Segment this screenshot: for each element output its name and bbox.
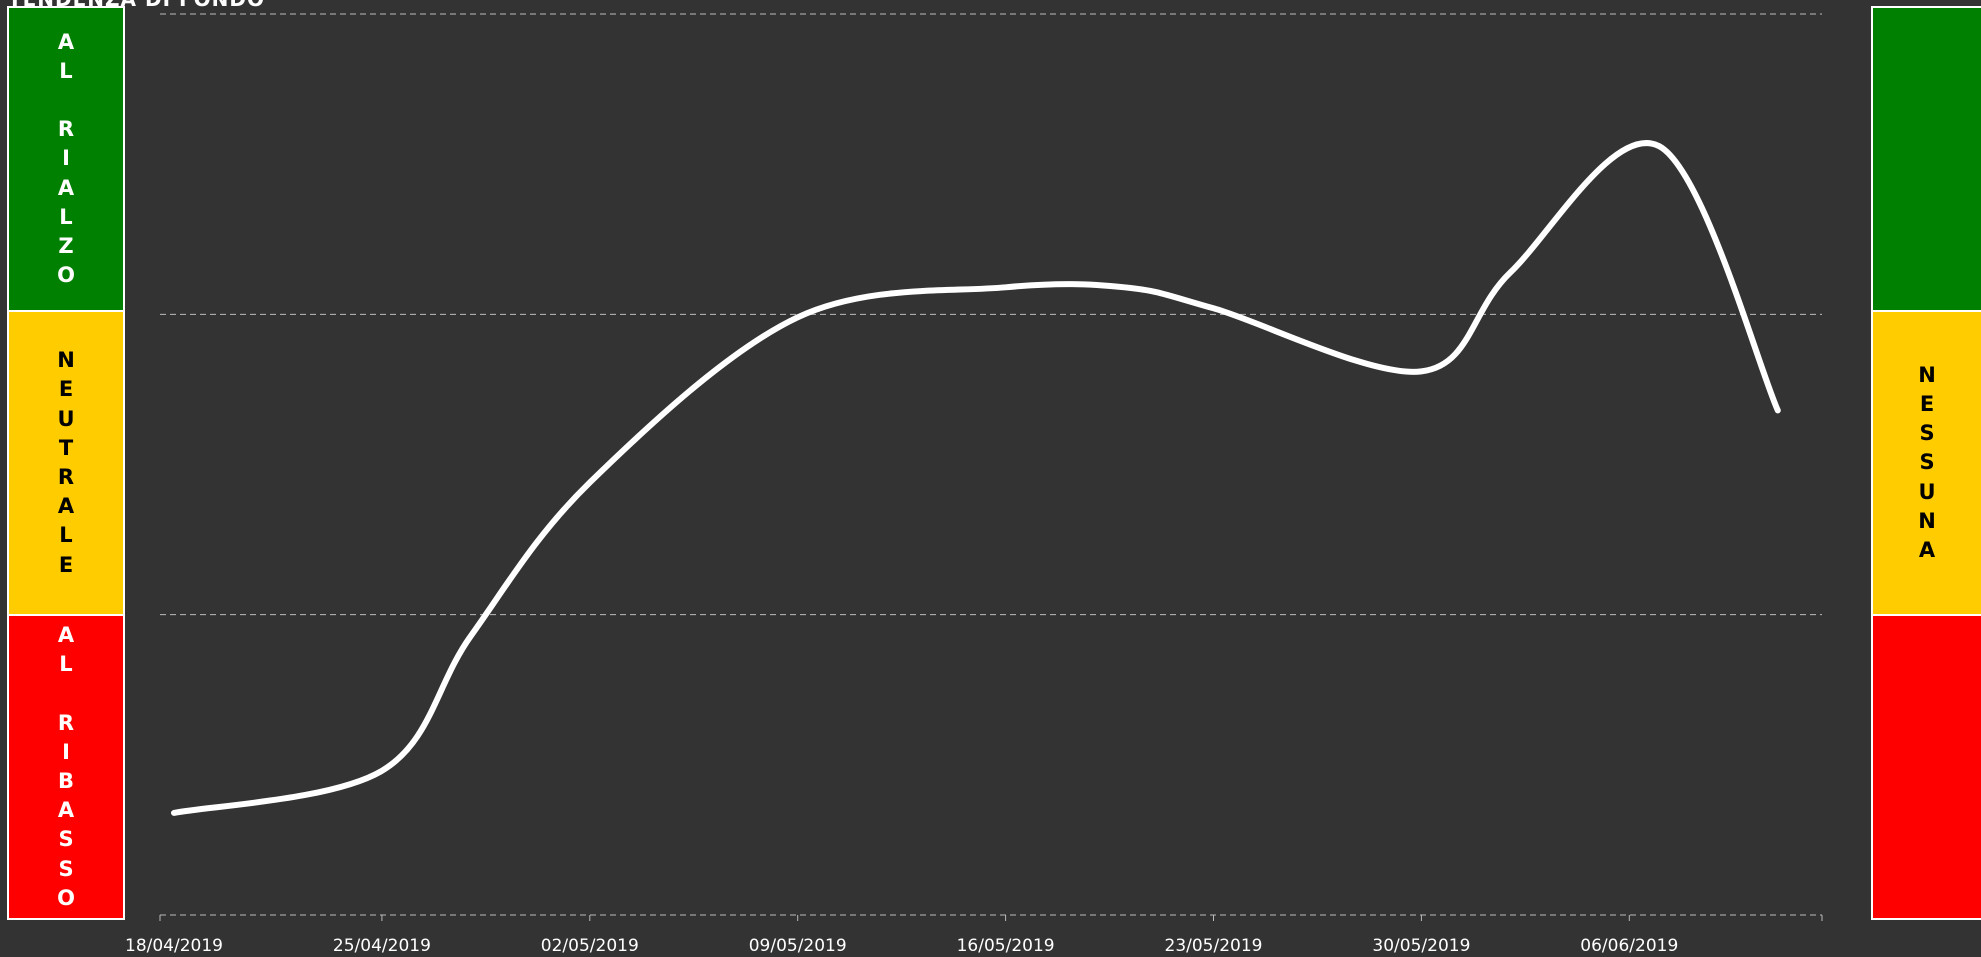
chart-title: TENDENZA DI FONDO: [8, 0, 265, 11]
x-axis: 18/04/2019 25/04/2019 02/05/2019 09/05/2019…: [125, 915, 1823, 956]
trend-indicator-right: N E S S U N A: [1871, 6, 1981, 920]
x-tick-label: 25/04/2019: [333, 936, 431, 956]
trend-line: [171, 140, 1781, 816]
gridlines: [160, 13, 1822, 916]
label-down: A L R I B A S S O: [57, 622, 75, 910]
trend-scale-left: A L R I A L Z O N E U T R A L E A L R I …: [7, 6, 125, 920]
x-tick-label: 02/05/2019: [541, 936, 639, 956]
band-down: A L R I B A S S O: [7, 614, 125, 920]
band-up: A L R I A L Z O: [7, 6, 125, 312]
indicator-band-up: [1871, 6, 1981, 312]
x-tick-label: 16/05/2019: [957, 936, 1055, 956]
band-neutral: N E U T R A L E: [7, 310, 125, 616]
label-neutral: N E U T R A L E: [57, 348, 75, 577]
indicator-band-down: [1871, 614, 1981, 920]
x-tick-label: 30/05/2019: [1372, 936, 1470, 956]
x-tick-label: 18/04/2019: [125, 936, 223, 956]
x-tick-label: 09/05/2019: [749, 936, 847, 956]
indicator-band-neutral: N E S S U N A: [1871, 310, 1981, 616]
label-up: A L R I A L Z O: [57, 29, 75, 288]
x-tick-label: 06/06/2019: [1580, 936, 1678, 956]
x-tick-label: 23/05/2019: [1165, 936, 1263, 956]
indicator-label-neutral: N E S S U N A: [1918, 362, 1936, 562]
